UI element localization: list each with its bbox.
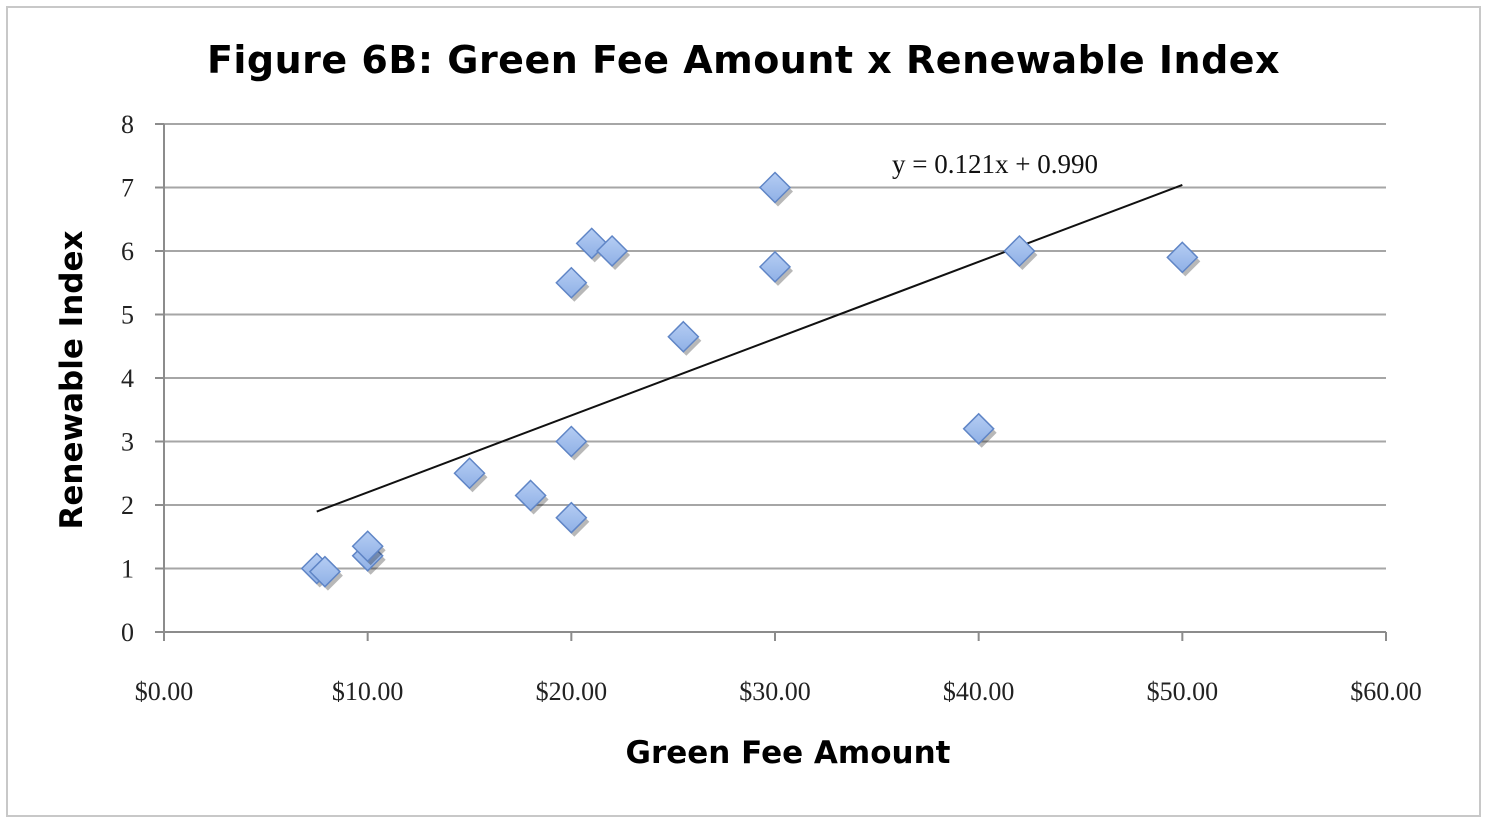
data-point: [962, 412, 995, 445]
x-tick-labels: $0.00 $10.00 $20.00 $30.00 $40.00 $50.00 $60.0…: [135, 677, 1422, 706]
x-tick-label: $30.00: [739, 677, 811, 706]
data-point: [1003, 234, 1036, 268]
x-tick-label: $10.00: [332, 677, 404, 706]
y-tick-label: 2: [121, 491, 134, 520]
y-axis-title: Renewable Index: [54, 230, 90, 530]
data-point: [514, 479, 547, 512]
axes: [155, 123, 1387, 641]
y-tick-label: 4: [121, 364, 134, 393]
data-point: [351, 530, 384, 563]
data-points: [300, 171, 1201, 591]
data-point: [555, 266, 588, 299]
y-tick-label: 5: [121, 301, 134, 330]
chart-frame: [6, 6, 1481, 817]
y-tick-label: 1: [121, 555, 134, 584]
y-tick-labels: 0 1 2 3 4 5 6 7 8: [121, 110, 134, 647]
data-point: [1166, 241, 1199, 274]
x-tick-label: $20.00: [536, 677, 608, 706]
x-tick-label: $0.00: [135, 677, 194, 706]
y-tick-label: 7: [121, 174, 134, 203]
y-tick-label: 8: [121, 110, 134, 139]
data-point: [555, 425, 588, 458]
data-point: [308, 555, 341, 588]
data-point: [596, 234, 629, 268]
trendline: [316, 184, 1183, 513]
y-tick-label: 3: [121, 428, 134, 457]
y-tick-label: 6: [121, 237, 134, 266]
y-tick-label: 0: [121, 618, 134, 647]
chart-title: Figure 6B: Green Fee Amount x Renewable …: [206, 38, 1281, 82]
x-axis-title: Green Fee Amount: [625, 735, 951, 771]
trendline-equation: y = 0.121x + 0.990: [892, 149, 1098, 179]
x-tick-label: $60.00: [1350, 677, 1422, 706]
x-tick-label: $40.00: [943, 677, 1015, 706]
data-point: [667, 320, 700, 353]
trendline-group: y = 0.121x + 0.990: [316, 149, 1183, 513]
data-point: [555, 501, 588, 534]
data-point: [758, 250, 792, 283]
data-point: [453, 457, 486, 490]
x-tick-label: $50.00: [1147, 677, 1219, 706]
data-point: [758, 171, 792, 204]
